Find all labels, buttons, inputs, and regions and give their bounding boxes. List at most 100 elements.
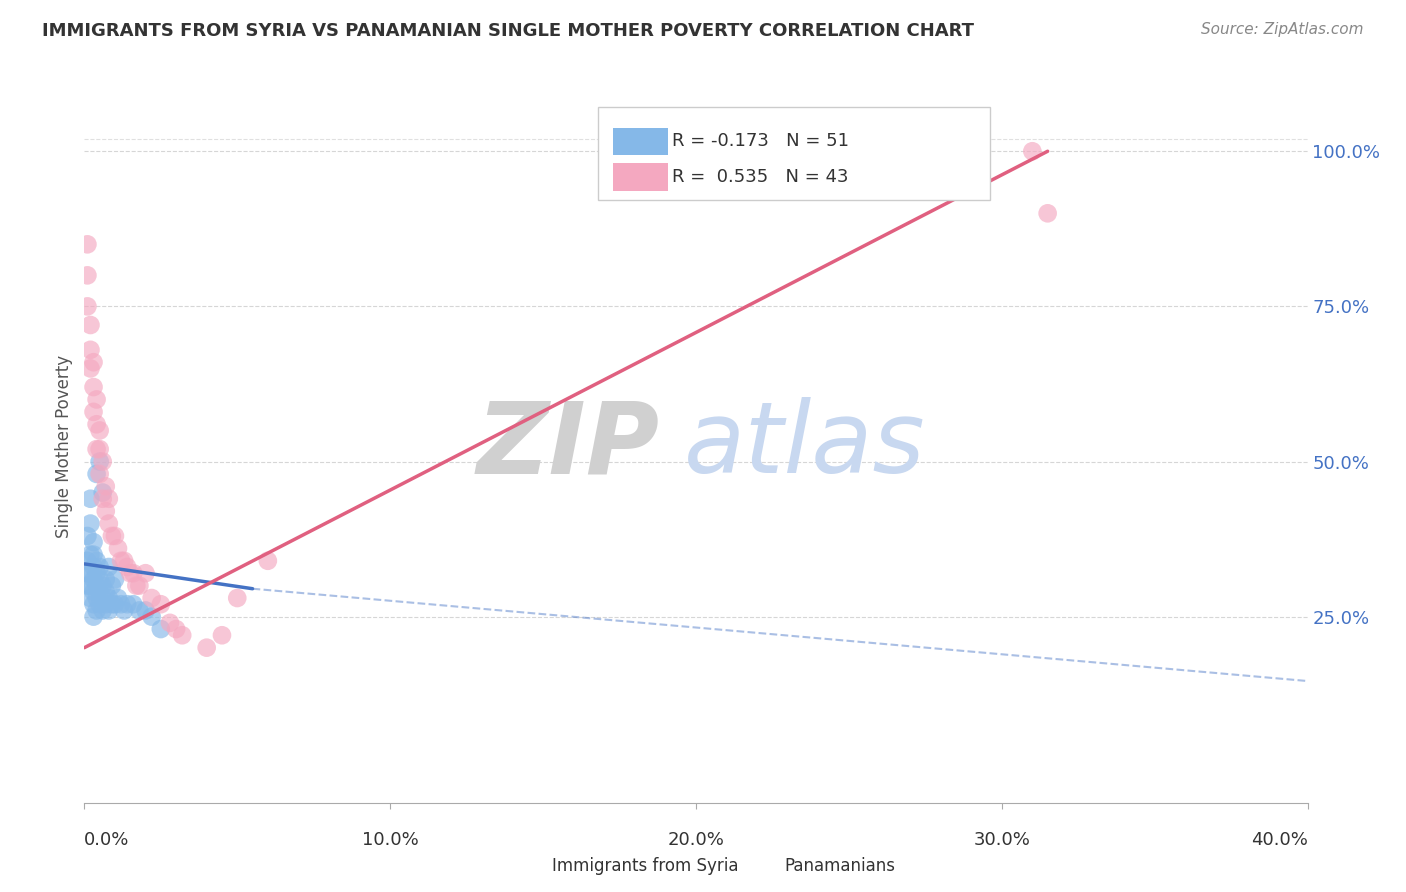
FancyBboxPatch shape	[513, 855, 543, 876]
Point	[76, 566, 98, 581]
Point	[165, 622, 187, 636]
Point	[91, 591, 114, 605]
Point	[86, 554, 108, 568]
Point	[79, 516, 101, 531]
Point	[89, 573, 111, 587]
Point	[101, 529, 124, 543]
Text: 20.0%: 20.0%	[668, 831, 724, 849]
Point	[86, 417, 108, 432]
Point	[79, 343, 101, 357]
Point	[107, 541, 129, 556]
Point	[101, 597, 124, 611]
Point	[104, 573, 127, 587]
Point	[91, 491, 114, 506]
Point	[211, 628, 233, 642]
Point	[83, 405, 105, 419]
Point	[135, 566, 157, 581]
Text: 40.0%: 40.0%	[1251, 831, 1308, 849]
Point	[91, 454, 114, 468]
Point	[125, 579, 148, 593]
Point	[83, 573, 105, 587]
Point	[86, 579, 108, 593]
Point	[226, 591, 249, 605]
Text: ZIP: ZIP	[477, 398, 659, 494]
Point	[76, 237, 98, 252]
Point	[172, 628, 194, 642]
Point	[110, 597, 132, 611]
Point	[1036, 206, 1059, 220]
Point	[89, 597, 111, 611]
Point	[86, 442, 108, 456]
Point	[1021, 145, 1043, 159]
FancyBboxPatch shape	[613, 128, 668, 155]
Point	[104, 597, 127, 611]
Point	[86, 591, 108, 605]
Text: Panamanians: Panamanians	[785, 856, 896, 874]
Point	[79, 566, 101, 581]
Point	[86, 392, 108, 407]
Point	[94, 504, 117, 518]
Point	[76, 268, 98, 283]
Point	[86, 467, 108, 481]
Point	[104, 529, 127, 543]
Point	[91, 485, 114, 500]
Point	[79, 491, 101, 506]
Point	[94, 479, 117, 493]
Point	[122, 566, 145, 581]
Point	[97, 491, 120, 506]
FancyBboxPatch shape	[613, 163, 668, 191]
Point	[83, 597, 105, 611]
Point	[101, 579, 124, 593]
Point	[257, 554, 280, 568]
Point	[83, 355, 105, 369]
Point	[94, 584, 117, 599]
Point	[89, 424, 111, 438]
FancyBboxPatch shape	[745, 855, 776, 876]
Point	[94, 597, 117, 611]
Point	[112, 603, 135, 617]
Point	[89, 454, 111, 468]
Point	[141, 609, 163, 624]
FancyBboxPatch shape	[598, 107, 990, 200]
Point	[86, 566, 108, 581]
Point	[83, 560, 105, 574]
Point	[83, 609, 105, 624]
Point	[79, 548, 101, 562]
Point	[115, 560, 138, 574]
Point	[115, 597, 138, 611]
Point	[97, 560, 120, 574]
Text: Immigrants from Syria: Immigrants from Syria	[551, 856, 738, 874]
Text: R =  0.535   N = 43: R = 0.535 N = 43	[672, 168, 848, 186]
Point	[83, 548, 105, 562]
Point	[110, 554, 132, 568]
Point	[79, 318, 101, 332]
Point	[107, 591, 129, 605]
Point	[83, 380, 105, 394]
Point	[141, 591, 163, 605]
Point	[112, 554, 135, 568]
Point	[128, 579, 150, 593]
Text: IMMIGRANTS FROM SYRIA VS PANAMANIAN SINGLE MOTHER POVERTY CORRELATION CHART: IMMIGRANTS FROM SYRIA VS PANAMANIAN SING…	[42, 22, 974, 40]
Point	[79, 579, 101, 593]
Point	[89, 560, 111, 574]
Point	[76, 579, 98, 593]
Point	[79, 361, 101, 376]
Point	[76, 554, 98, 568]
Text: 0.0%: 0.0%	[84, 831, 129, 849]
Point	[91, 579, 114, 593]
Point	[76, 529, 98, 543]
Text: 30.0%: 30.0%	[973, 831, 1031, 849]
Point	[89, 584, 111, 599]
Text: Source: ZipAtlas.com: Source: ZipAtlas.com	[1201, 22, 1364, 37]
Point	[159, 615, 181, 630]
Point	[86, 603, 108, 617]
Point	[128, 603, 150, 617]
Text: R = -0.173   N = 51: R = -0.173 N = 51	[672, 132, 848, 150]
Point	[149, 622, 172, 636]
Point	[149, 597, 172, 611]
Text: 10.0%: 10.0%	[361, 831, 419, 849]
Point	[79, 591, 101, 605]
Point	[76, 299, 98, 313]
Point	[97, 603, 120, 617]
Point	[83, 584, 105, 599]
